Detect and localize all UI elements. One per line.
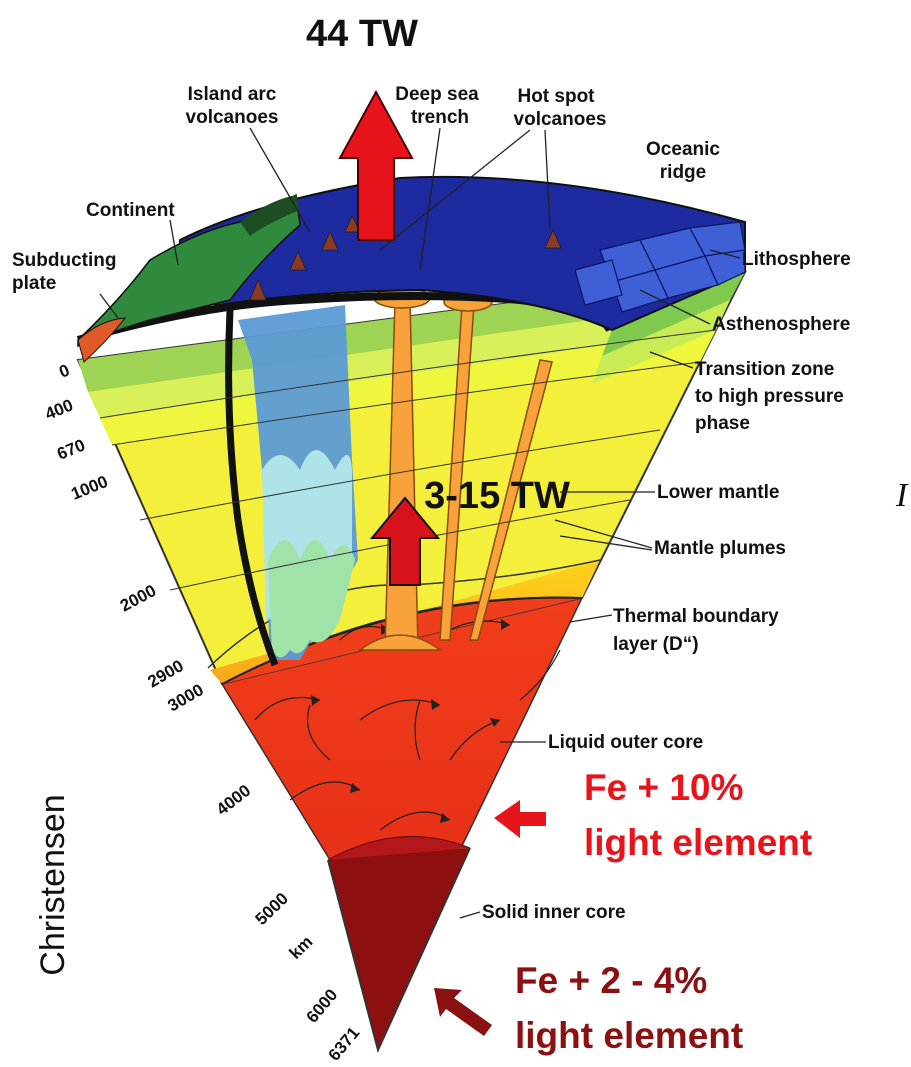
inner-core: [328, 848, 470, 1050]
credit-text: Christensen: [34, 794, 72, 975]
island-arc-label-1: Island arc: [188, 84, 277, 105]
trench-label-1: Deep sea: [395, 84, 479, 105]
depth-6371: 6371: [325, 1023, 364, 1064]
earth-wedge: [76, 175, 747, 1053]
trench-label-2: trench: [411, 107, 469, 128]
hotspot-label-1: Hot spot: [517, 86, 595, 107]
inner-core-label: Solid inner core: [482, 902, 626, 923]
continent-dark: [240, 195, 300, 236]
transition-label-1: Transition zone: [695, 359, 834, 380]
subducting-label-1: Subducting: [12, 250, 116, 271]
depth-2900: 2900: [145, 656, 187, 691]
depth-0: 0: [56, 361, 72, 382]
volcanoes: [249, 215, 562, 301]
depth-1000: 1000: [68, 472, 110, 504]
asthenosphere-label: Asthenosphere: [712, 314, 850, 335]
lithosphere-label: Lithosphere: [742, 249, 851, 270]
ridge-label-2: ridge: [660, 162, 706, 183]
depth-km: km: [286, 932, 317, 963]
subducting-label-2: plate: [12, 273, 56, 294]
depth-3000: 3000: [165, 680, 207, 715]
surface-heat-label: 44 TW: [306, 13, 418, 55]
transition-label-3: phase: [695, 413, 750, 434]
outer-core-arrow: [494, 800, 546, 838]
depth-2000: 2000: [117, 581, 159, 616]
outer-core-label: Liquid outer core: [548, 732, 703, 753]
continent-crust: [77, 317, 127, 363]
core-heat-label: 3-15 TW: [424, 475, 570, 517]
slab-edge: [225, 309, 279, 667]
inner-core-comp-2: light element: [515, 1015, 743, 1056]
slab-green: [268, 540, 355, 658]
depth-4000: 4000: [213, 781, 255, 819]
depth-400: 400: [42, 395, 75, 423]
hotspot-label-2: volcanoes: [514, 109, 607, 130]
depth-6000: 6000: [303, 985, 342, 1026]
surface-labels: Island arc volcanoes Deep sea trench Hot…: [12, 84, 720, 294]
island-arc-label-2: volcanoes: [186, 107, 279, 128]
ridge-label-1: Oceanic: [646, 139, 720, 160]
lower-mantle-label: Lower mantle: [657, 482, 779, 503]
transition-label-2: to high pressure: [695, 386, 844, 407]
surface-heat-arrow: [338, 89, 414, 241]
plumes-label: Mantle plumes: [654, 538, 786, 559]
edge-glyph: I: [895, 477, 909, 514]
inner-core-top: [327, 836, 471, 861]
asthenosphere-right: [602, 272, 745, 356]
inner-core-edge: [327, 847, 471, 1053]
depth-5000: 5000: [252, 889, 292, 929]
outer-core-comp-2: light element: [584, 822, 812, 863]
inner-core-comp-1: Fe + 2 - 4%: [515, 960, 707, 1001]
transition-right: [592, 300, 730, 384]
thermal-label-1: Thermal boundary: [613, 606, 779, 627]
layer-leaders: [459, 249, 741, 919]
continent: [77, 193, 301, 348]
continent-label: Continent: [86, 200, 175, 221]
outer-core-comp-1: Fe + 10%: [584, 767, 743, 808]
oceanic-blocks: [574, 221, 746, 313]
thermal-label-2: layer (D“): [613, 634, 699, 655]
layer-labels: Lithosphere Asthenosphere Transition zon…: [482, 249, 851, 923]
core-heat-arrow: [369, 496, 441, 586]
depth-lines: [99, 329, 717, 591]
inner-core-arrow: [434, 988, 492, 1036]
surface-leaders: [99, 127, 551, 319]
depth-670: 670: [54, 435, 87, 463]
